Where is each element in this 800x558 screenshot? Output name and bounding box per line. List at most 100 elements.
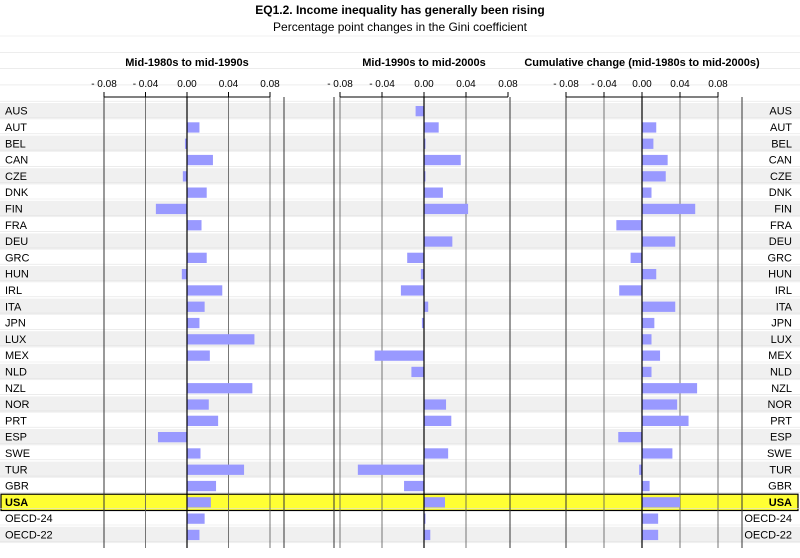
- category-label-right: NLD: [770, 367, 792, 379]
- category-label-right: OECD-22: [744, 530, 792, 542]
- category-label-right: PRT: [770, 415, 792, 427]
- bar: [639, 464, 642, 475]
- category-label-left: BEL: [5, 138, 26, 150]
- bar: [155, 203, 187, 215]
- x-tick-label: 0.08: [498, 79, 518, 90]
- bar: [424, 513, 426, 524]
- row-stripe: [0, 200, 800, 218]
- bar: [642, 529, 659, 541]
- bar: [187, 285, 223, 296]
- category-label-left: FRA: [5, 220, 28, 232]
- bar: [187, 317, 200, 329]
- category-label-right: IRL: [775, 285, 792, 297]
- bar: [642, 513, 659, 524]
- x-tick-label: 0.08: [260, 79, 280, 90]
- chart-title: EQ1.2. Income inequality has generally b…: [255, 3, 545, 17]
- bar: [424, 203, 469, 215]
- category-label-right: FIN: [774, 204, 792, 216]
- category-label-left: ESP: [5, 432, 27, 444]
- x-tick-label: 0.00: [632, 79, 652, 90]
- bar: [619, 285, 642, 296]
- category-label-left: DNK: [5, 187, 29, 199]
- category-label-left: GBR: [5, 481, 29, 493]
- x-tick-label: - 0.04: [591, 79, 617, 90]
- bar: [187, 497, 211, 508]
- category-label-right: GRC: [768, 252, 793, 264]
- category-label-left: USA: [5, 497, 28, 509]
- bar: [407, 252, 424, 263]
- category-label-right: SWE: [767, 448, 792, 460]
- category-label-right: TUR: [769, 464, 792, 476]
- bar: [642, 448, 673, 459]
- category-label-right: AUS: [769, 106, 792, 118]
- x-tick-label: - 0.08: [327, 79, 353, 90]
- category-label-left: DEU: [5, 236, 28, 248]
- bar: [187, 513, 205, 524]
- bar: [424, 122, 439, 133]
- bar: [642, 317, 655, 329]
- bar: [642, 399, 678, 410]
- category-label-left: AUS: [5, 106, 28, 118]
- bar: [642, 171, 666, 182]
- category-label-left: CZE: [5, 171, 27, 183]
- x-tick-label: 0.08: [708, 79, 728, 90]
- x-tick-label: - 0.08: [91, 79, 117, 90]
- category-label-right: FRA: [770, 220, 793, 232]
- row-stripe: [0, 266, 800, 283]
- bar: [415, 106, 424, 117]
- category-label-right: CZE: [770, 171, 792, 183]
- row-stripe: [0, 429, 800, 446]
- bar: [424, 529, 431, 541]
- bar: [374, 350, 424, 361]
- bar: [642, 350, 661, 361]
- category-label-right: ESP: [770, 432, 792, 444]
- bar: [181, 269, 187, 280]
- bar: [404, 480, 424, 492]
- bar: [642, 236, 676, 247]
- x-tick-label: 0.00: [177, 79, 197, 90]
- category-label-left: NZL: [5, 383, 26, 395]
- bar: [187, 187, 207, 198]
- category-label-right: AUT: [770, 122, 792, 134]
- bar: [411, 366, 424, 378]
- category-label-left: JPN: [5, 318, 26, 330]
- x-tick-label: 0.04: [219, 79, 239, 90]
- bar: [642, 415, 689, 426]
- bar: [400, 285, 424, 296]
- category-label-left: FIN: [5, 204, 23, 216]
- x-tick-label: - 0.04: [133, 79, 159, 90]
- bar: [187, 334, 255, 345]
- bar: [642, 334, 652, 345]
- category-label-right: BEL: [771, 138, 792, 150]
- category-label-right: USA: [769, 497, 792, 509]
- category-label-left: HUN: [5, 269, 29, 281]
- bar: [187, 480, 217, 492]
- category-label-right: OECD-24: [744, 513, 792, 525]
- category-label-right: ITA: [776, 301, 793, 313]
- bar: [424, 448, 449, 459]
- bar: [187, 383, 253, 394]
- bar: [424, 171, 426, 182]
- category-label-right: LUX: [771, 334, 793, 346]
- category-label-right: NOR: [768, 399, 793, 411]
- bar: [642, 269, 657, 280]
- panel-title: Mid-1980s to mid-1990s: [125, 57, 249, 69]
- bar: [642, 366, 652, 378]
- bar: [424, 187, 443, 198]
- x-tick-label: 0.00: [414, 79, 434, 90]
- bar: [616, 220, 642, 231]
- bar: [424, 399, 447, 410]
- bar: [630, 252, 642, 263]
- category-label-left: OECD-22: [5, 530, 53, 542]
- category-label-right: JPN: [771, 318, 792, 330]
- panel-title: Cumulative change (mid-1980s to mid-2000…: [524, 57, 760, 69]
- bar: [618, 432, 642, 443]
- bar: [187, 252, 207, 263]
- row-stripe: [0, 103, 800, 120]
- category-label-right: NZL: [771, 383, 792, 395]
- category-label-right: MEX: [768, 350, 793, 362]
- row-stripe: [0, 233, 800, 250]
- bar: [642, 187, 652, 198]
